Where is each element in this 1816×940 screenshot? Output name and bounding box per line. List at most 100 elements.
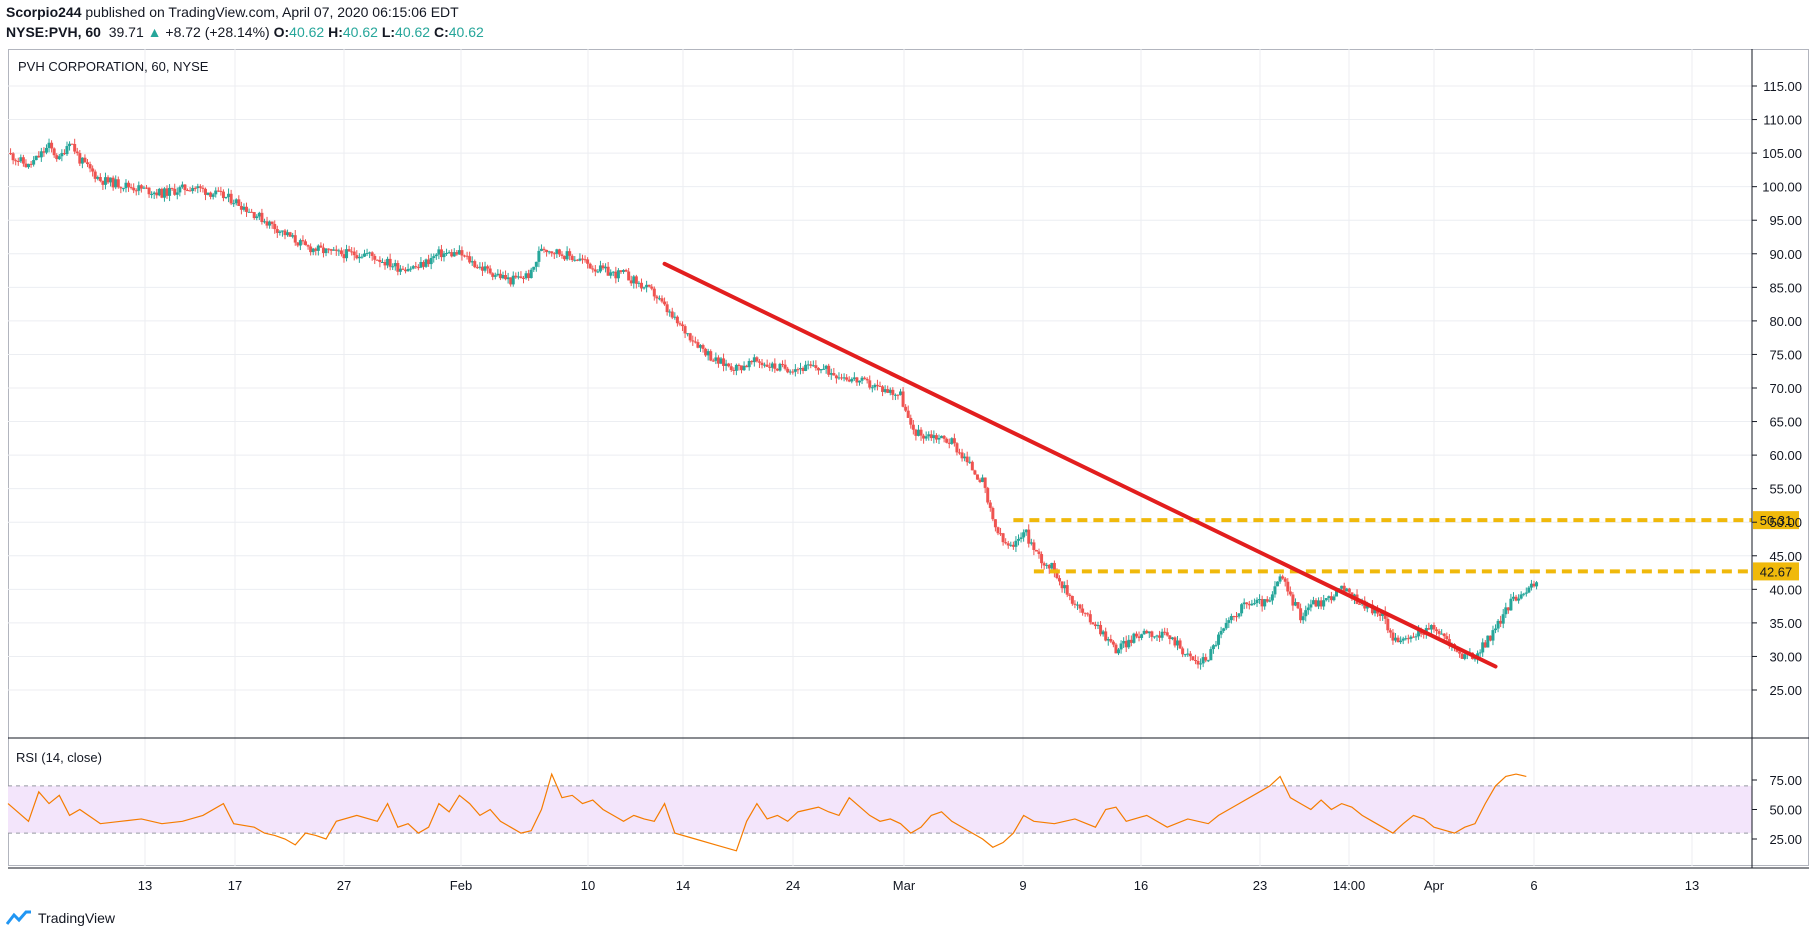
candle-body <box>1078 604 1082 609</box>
candle-body <box>68 143 72 147</box>
price-tick-label: 115.00 <box>1763 79 1802 94</box>
candle-body <box>1152 636 1156 638</box>
candle-body <box>1242 602 1246 605</box>
rsi-pane-title: RSI (14, close) <box>16 750 102 765</box>
candle-body <box>1132 633 1136 643</box>
candle-body <box>1483 642 1487 648</box>
candle-body <box>634 276 638 284</box>
candle-body <box>727 363 731 367</box>
candle-body <box>283 230 287 236</box>
candle-body <box>442 253 446 258</box>
candle-body <box>878 385 882 387</box>
candle-body <box>1237 613 1241 617</box>
candle-body <box>1173 637 1177 646</box>
candle-body <box>1527 587 1531 593</box>
candle-body <box>80 157 84 164</box>
time-axis[interactable]: 13 17 27 Feb 10 14 24 Mar 9 16 23 14:00 Apr 6 13 <box>138 878 1699 893</box>
candle-body <box>370 252 374 256</box>
candle-body <box>1129 639 1133 643</box>
candle-body <box>1478 652 1482 654</box>
candle-body <box>1504 607 1508 615</box>
candle-body <box>1286 581 1290 592</box>
time-tick-label: 14:00 <box>1333 878 1366 893</box>
candle-body <box>329 249 333 251</box>
candle-body <box>811 365 815 367</box>
candle-body <box>647 284 651 287</box>
candle-body <box>855 377 859 383</box>
candle-body <box>650 286 654 289</box>
candle-body <box>606 266 610 276</box>
candle-body <box>119 187 123 189</box>
candle-body <box>586 259 590 264</box>
candle-body <box>698 345 702 348</box>
candle-body <box>1491 630 1495 641</box>
candle-body <box>996 527 1000 534</box>
candle-body <box>229 193 233 204</box>
candle-body <box>78 153 82 164</box>
candle-body <box>527 273 531 279</box>
candle-body <box>450 252 454 257</box>
candle-body <box>665 304 669 313</box>
candle-body <box>206 192 210 195</box>
candle-body <box>1317 600 1321 607</box>
candle-body <box>1445 636 1449 640</box>
candle-body <box>301 240 305 242</box>
candle-body <box>657 298 661 300</box>
price-tick-label: 45.00 <box>1769 549 1802 564</box>
candle-body <box>616 270 620 279</box>
time-tick-label: 6 <box>1530 878 1537 893</box>
candle-body <box>142 187 146 189</box>
price-axis[interactable]: 115.00 110.00 105.00 100.00 95.00 90.00 85.00 8… <box>1752 79 1802 698</box>
candle-body <box>1232 616 1236 618</box>
candle-body <box>468 256 472 263</box>
candle-body <box>937 437 941 440</box>
candle-body <box>1342 585 1346 592</box>
candle-body <box>714 357 718 361</box>
candle-body <box>781 363 785 365</box>
candle-body <box>50 142 54 149</box>
candle-body <box>339 250 343 255</box>
footer-brand[interactable]: TradingView <box>6 910 115 926</box>
candle-body <box>265 221 269 226</box>
candle-body <box>180 184 184 188</box>
candle-body <box>637 282 641 284</box>
time-tick-label: 14 <box>676 878 690 893</box>
candle-body <box>545 249 549 253</box>
candle-body <box>850 378 854 382</box>
candle-body <box>483 266 487 271</box>
horizontal-levels[interactable]: 50.31 42.67 <box>1013 511 1799 581</box>
candle-body <box>221 191 225 199</box>
candle-body <box>832 373 836 376</box>
price-tick-label: 40.00 <box>1769 582 1802 597</box>
candle-body <box>242 206 246 210</box>
candle-body <box>257 212 261 217</box>
trendline[interactable] <box>662 261 1498 669</box>
candle-body <box>791 371 795 373</box>
candle-body <box>1145 630 1149 634</box>
chart-frame[interactable] <box>8 49 1809 866</box>
candle-body <box>211 194 215 197</box>
candle-body <box>1224 622 1228 629</box>
candle-body <box>447 252 451 254</box>
candle-body <box>1058 578 1062 582</box>
candle-body <box>1409 636 1413 639</box>
candle-body <box>542 248 546 250</box>
rsi-axis[interactable]: 75.00 50.00 25.00 <box>1752 773 1802 847</box>
candle-body <box>978 479 982 482</box>
candle-body <box>227 193 231 197</box>
candle-body <box>960 452 964 459</box>
candle-body <box>873 384 877 388</box>
candle-body <box>1147 631 1151 634</box>
author-name[interactable]: Scorpio244 <box>6 4 82 20</box>
candle-body <box>804 364 808 371</box>
candle-body <box>327 248 331 250</box>
candle-body <box>988 502 992 508</box>
open-value: 40.62 <box>289 24 325 40</box>
candle-body <box>1345 588 1349 592</box>
candle-body <box>524 273 528 279</box>
candle-body <box>814 365 818 369</box>
candle-body <box>963 456 967 459</box>
candle-body <box>1022 532 1026 538</box>
candle-body <box>1209 649 1213 661</box>
